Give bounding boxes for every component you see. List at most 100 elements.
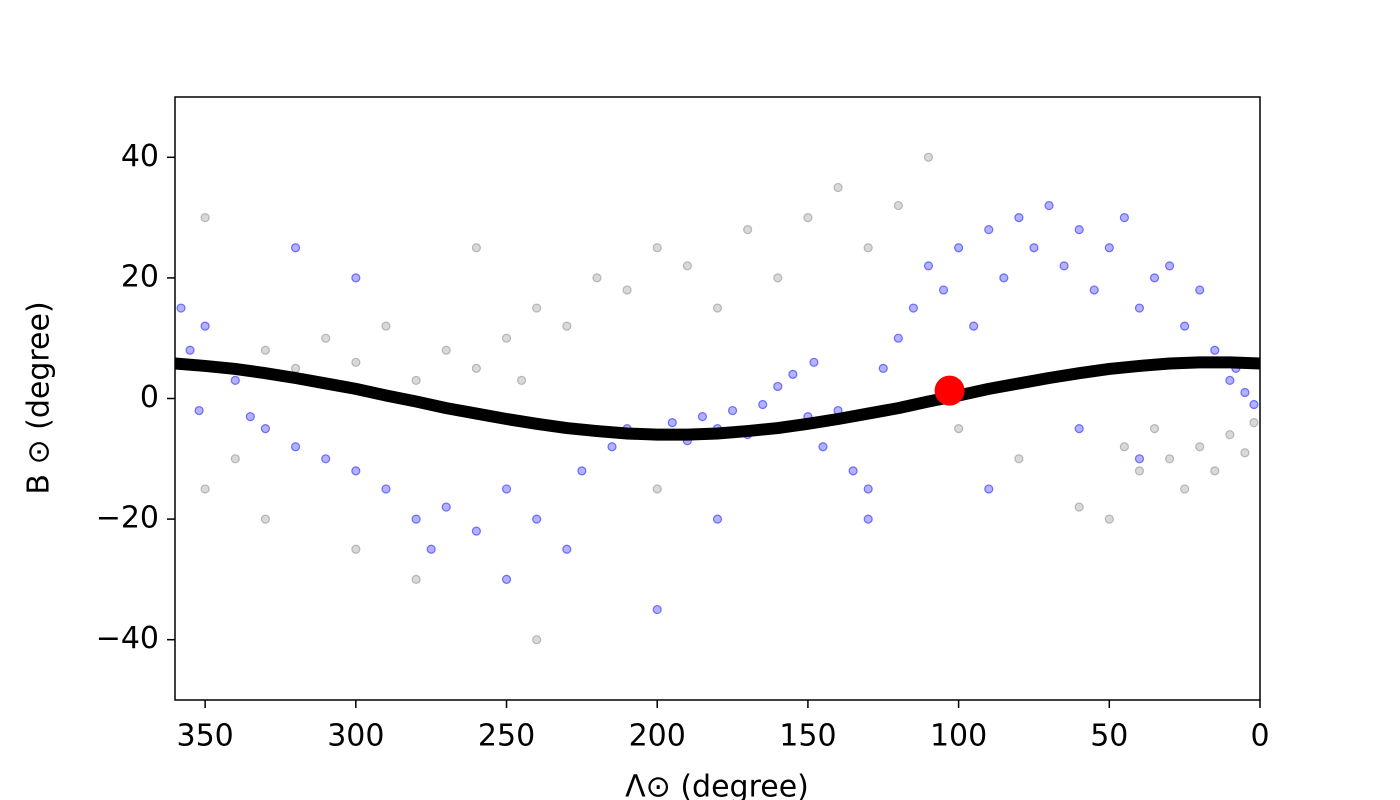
x-tick-label: 50 (1090, 719, 1128, 754)
scatter-point (1074, 424, 1084, 434)
x-tick-label: 0 (1250, 719, 1269, 754)
scatter-point (697, 411, 708, 422)
x-tick-label: 300 (327, 719, 384, 754)
scatter-point (999, 273, 1009, 283)
scatter-point (773, 381, 783, 392)
scatter-point (809, 357, 819, 367)
scatter-point (501, 484, 512, 494)
scatter-point (290, 243, 301, 253)
scatter-point (501, 333, 512, 343)
scatter-point (501, 574, 512, 585)
scatter-point (1134, 303, 1145, 313)
scatter-point (176, 303, 186, 313)
scatter-point (1074, 225, 1084, 235)
scatter-point (411, 514, 421, 524)
scatter-point (712, 303, 723, 313)
scatter-point (1104, 243, 1114, 253)
scatter-point (1225, 375, 1235, 386)
scatter-point (893, 200, 903, 211)
scatter-point (381, 321, 391, 331)
x-tick-label: 200 (629, 719, 686, 754)
scatter-point (260, 345, 271, 355)
scatter-point (441, 502, 451, 512)
scatter-point (185, 345, 195, 355)
scatter-point (290, 442, 301, 452)
scatter-point (290, 363, 301, 373)
scatter-point (1195, 442, 1205, 452)
scatter-point (532, 514, 542, 524)
scatter-point (532, 635, 542, 645)
scatter-point (411, 375, 421, 386)
y-axis-label: B ⊙ (degree) (22, 301, 57, 494)
scatter-point (200, 213, 210, 223)
scatter-point (1134, 454, 1145, 464)
scatter-point (1044, 200, 1054, 211)
scatter-point (712, 514, 723, 524)
scatter-point (411, 574, 421, 585)
scatter-point (1014, 213, 1024, 223)
scatter-point (471, 526, 481, 536)
scatter-point (652, 604, 662, 615)
y-tick-label: 40 (121, 139, 159, 174)
scatter-point (230, 375, 240, 386)
scatter-point (938, 285, 949, 295)
scatter-point (381, 484, 391, 494)
scatter-point (1210, 345, 1220, 355)
scatter-point (1195, 285, 1205, 295)
scatter-point (1164, 261, 1175, 271)
scatter-point (562, 544, 572, 554)
scatter-point (532, 303, 542, 313)
x-tick-label: 250 (478, 719, 535, 754)
scatter-point (351, 544, 361, 554)
scatter-point (1225, 430, 1235, 440)
x-tick-label: 150 (779, 719, 836, 754)
scatter-point (351, 357, 361, 367)
scatter-point (1249, 418, 1259, 428)
scatter-point (803, 213, 813, 223)
scatter-point (607, 442, 617, 452)
scatter-point (577, 466, 587, 476)
scatter-point (1180, 484, 1190, 494)
scatter-point (863, 243, 873, 253)
y-tick-label: 0 (140, 380, 159, 415)
scatter-point (260, 424, 271, 434)
scatter-point (758, 399, 768, 410)
scatter-point (351, 273, 361, 283)
scatter-point (878, 363, 888, 373)
scatter-point (194, 405, 204, 416)
scatter-point (562, 321, 572, 331)
scatter-point (984, 484, 994, 494)
scatter-point (1029, 243, 1039, 253)
scatter-point (1119, 442, 1129, 452)
scatter-point (516, 375, 527, 386)
scatter-point (1089, 285, 1099, 295)
x-tick-label: 100 (930, 719, 987, 754)
y-tick-label: 20 (121, 259, 159, 294)
model-curve (174, 356, 1261, 441)
scatter-point (1104, 514, 1114, 524)
x-axis-label: Λ⊙ (degree) (625, 770, 809, 800)
scatter-point (788, 369, 798, 379)
scatter-point (954, 424, 964, 434)
scatter-point (818, 442, 828, 452)
scatter-point (773, 273, 783, 283)
plot-frame (174, 96, 1261, 701)
scatter-point (923, 261, 934, 271)
scatter-point (321, 454, 331, 464)
scatter-point (1134, 466, 1145, 476)
scatter-point (833, 182, 843, 193)
highlight-point (934, 375, 965, 406)
scatter-point (863, 484, 873, 494)
scatter-point (1119, 213, 1129, 223)
scatter-point (426, 544, 436, 554)
scatter-point (1149, 424, 1160, 434)
scatter-point (652, 484, 662, 494)
scatter-point (954, 243, 964, 253)
scatter-point (1240, 448, 1250, 458)
scatter-point (893, 333, 903, 343)
scatter-point (1240, 387, 1250, 398)
scatter-point (727, 405, 738, 416)
scatter-point (863, 514, 873, 524)
